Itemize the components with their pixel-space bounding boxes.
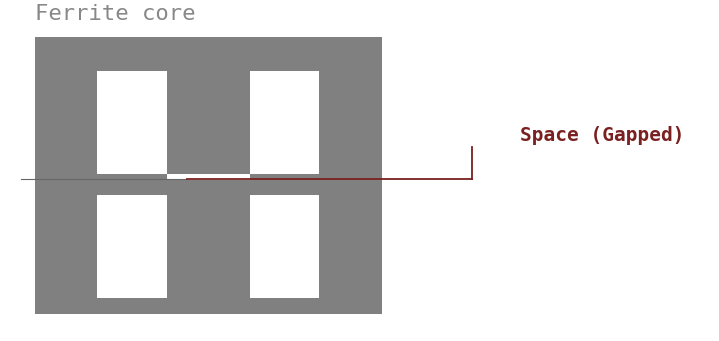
Bar [249, 195, 319, 298]
Bar [97, 71, 167, 174]
Bar [249, 71, 319, 174]
Bar [167, 174, 249, 180]
Bar [167, 180, 249, 225]
Text: Ferrite core: Ferrite core [35, 3, 195, 24]
Bar [97, 195, 167, 298]
Bar [35, 37, 382, 314]
Text: Space (Gapped): Space (Gapped) [521, 126, 685, 145]
Bar [167, 129, 249, 174]
